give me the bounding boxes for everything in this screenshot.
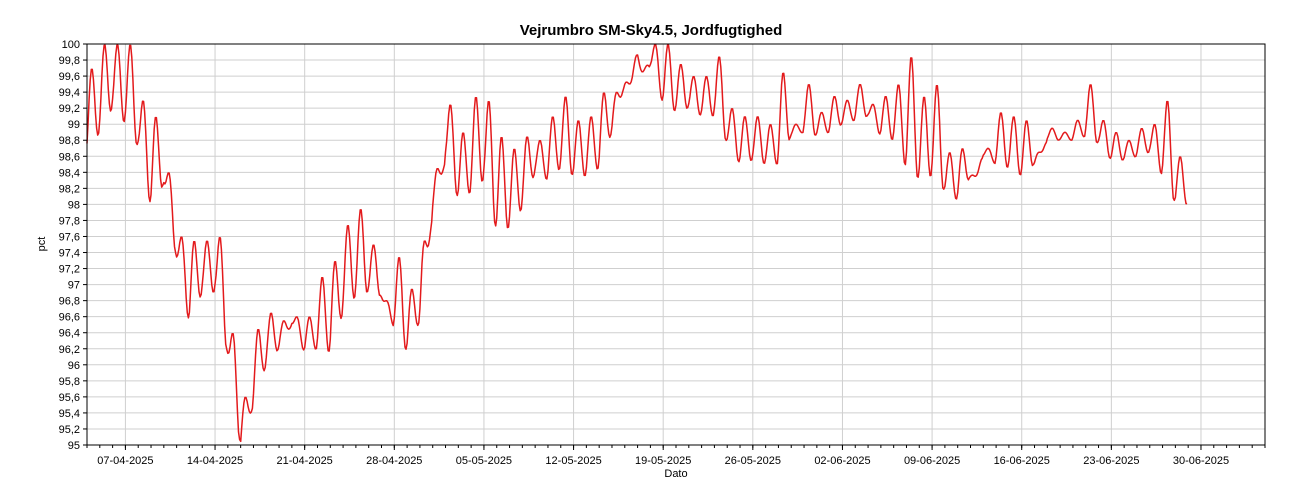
- y-tick-label: 97: [68, 280, 80, 292]
- y-tick-label: 96: [68, 360, 80, 372]
- y-tick-label: 95,2: [59, 424, 80, 436]
- x-axis-title: Dato: [664, 468, 687, 480]
- x-tick-label: 28-04-2025: [366, 455, 422, 467]
- x-tick-label: 05-05-2025: [456, 455, 512, 467]
- y-tick-label: 97,8: [59, 215, 80, 227]
- x-tick-label: 30-06-2025: [1173, 455, 1229, 467]
- x-axis-ticks: 07-04-2025 14-04-2025 21-04-2025 28-04-2025…: [86, 445, 1266, 467]
- data-layer: [86, 43, 1188, 443]
- y-tick-label: 98: [68, 199, 80, 211]
- y-tick-label: 97,2: [59, 264, 80, 276]
- y-tick-label: 95: [68, 440, 80, 452]
- y-tick-label: 99: [68, 119, 80, 131]
- x-tick-label: 23-06-2025: [1083, 455, 1139, 467]
- x-tick-label: 07-04-2025: [97, 455, 153, 467]
- y-tick-label: 99,4: [59, 87, 80, 99]
- x-tick-label: 16-06-2025: [994, 455, 1050, 467]
- y-tick-label: 97,4: [59, 248, 80, 260]
- soil-moisture-line: [86, 43, 1188, 443]
- y-tick-label: 97,6: [59, 231, 80, 243]
- y-tick-label: 98,2: [59, 183, 80, 195]
- y-tick-label: 95,8: [59, 376, 80, 388]
- y-tick-label: 98,8: [59, 135, 80, 147]
- y-tick-label: 98,4: [59, 167, 80, 179]
- grid-lines: [87, 43, 1265, 446]
- x-tick-label: 14-04-2025: [187, 455, 243, 467]
- x-tick-label: 12-05-2025: [545, 455, 601, 467]
- y-tick-label: 95,4: [59, 408, 80, 420]
- y-tick-label: 99,2: [59, 103, 80, 115]
- y-tick-label: 95,6: [59, 392, 80, 404]
- y-tick-label: 96,2: [59, 344, 80, 356]
- x-tick-label: 09-06-2025: [904, 455, 960, 467]
- y-tick-label: 96,6: [59, 312, 80, 324]
- y-tick-label: 96,8: [59, 296, 80, 308]
- y-axis-ticks: 100 99,8 99,6 99,4 99,2 99 98,8 98,6 98,4 98,2 98 9…: [59, 39, 87, 452]
- x-tick-label: 02-06-2025: [814, 455, 870, 467]
- x-tick-label: 26-05-2025: [725, 455, 781, 467]
- y-tick-label: 100: [62, 39, 80, 51]
- x-tick-label: 19-05-2025: [635, 455, 691, 467]
- y-tick-label: 96,4: [59, 328, 80, 340]
- chart-title: Vejrumbro SM-Sky4.5, Jordfugtighed: [520, 22, 783, 39]
- x-tick-label: 21-04-2025: [277, 455, 333, 467]
- y-axis-title: pct: [36, 237, 48, 252]
- y-tick-label: 99,8: [59, 55, 80, 67]
- y-tick-label: 98,6: [59, 151, 80, 163]
- y-tick-label: 99,6: [59, 71, 80, 83]
